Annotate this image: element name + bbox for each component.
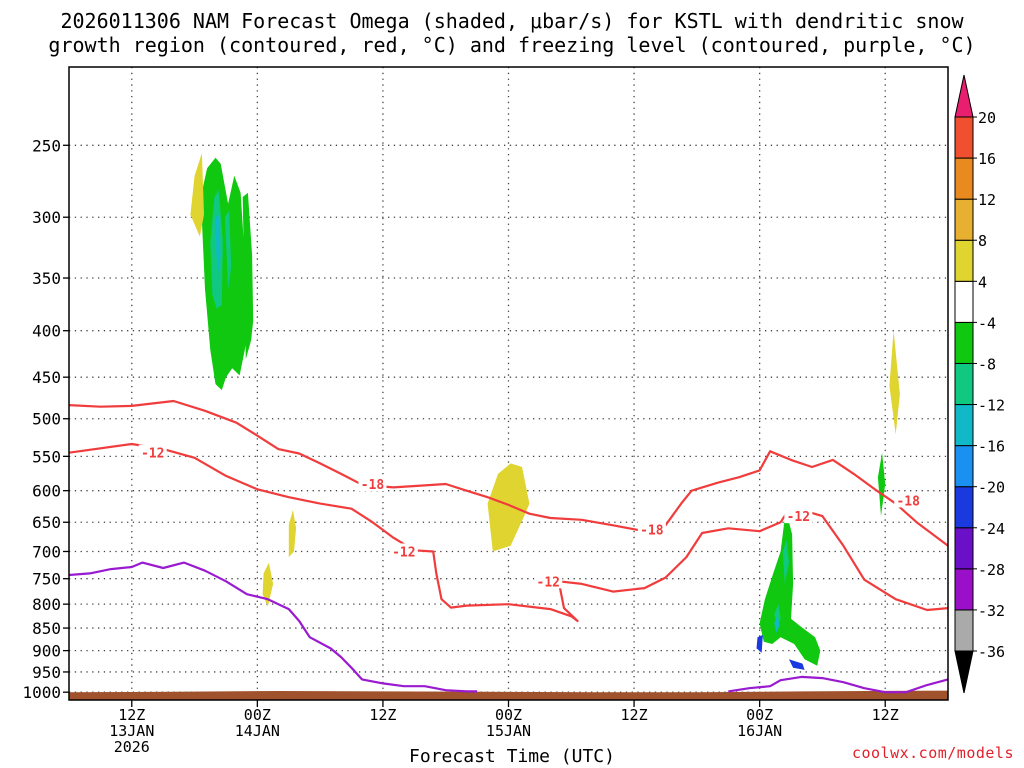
y-tick-label: 1000 (22, 683, 61, 702)
y-tick-label: 400 (32, 322, 61, 341)
x-tick-label: 12Z (872, 706, 899, 724)
y-tick-label: 750 (32, 570, 61, 589)
colorbar-label: -8 (978, 355, 996, 373)
y-tick-label: 950 (32, 663, 61, 682)
omega-area (774, 614, 780, 633)
colorbar-band (954, 527, 974, 570)
y-tick-label: 600 (32, 482, 61, 501)
colorbar-band (954, 239, 974, 282)
x-tick-label: 00Z (495, 706, 522, 724)
colorbar-label: 4 (978, 273, 987, 291)
contour-label-bg (138, 444, 167, 460)
contour-label: -18 (640, 523, 664, 538)
contour-label-bg (389, 543, 418, 559)
contour-label-bg (894, 492, 923, 508)
omega-area (242, 192, 254, 360)
x-tick-label: 12Z (621, 706, 648, 724)
x-tick-label: 16JAN (737, 722, 782, 740)
x-tick-label: 00Z (746, 706, 773, 724)
y-tick-label: 550 (32, 447, 61, 466)
omega-area (759, 509, 821, 666)
x-tick-label: 13JAN (109, 722, 154, 740)
x-axis-label: Forecast Time (UTC) (409, 746, 615, 767)
colorbar-label: -4 (978, 314, 996, 332)
colorbar-label: 20 (978, 109, 996, 127)
contour-label-bg (358, 476, 387, 492)
omega-area (288, 509, 297, 558)
colorbar-label: -12 (978, 397, 1005, 415)
y-tick-label: 250 (32, 136, 61, 155)
omega-area (224, 210, 232, 290)
y-tick-label: 700 (32, 542, 61, 561)
omega-area (262, 562, 274, 607)
omega-area (215, 214, 221, 273)
y-tick-label: 300 (32, 208, 61, 227)
colorbar-band (954, 568, 974, 611)
colorbar-label: -16 (978, 438, 1005, 456)
omega-area (782, 540, 789, 584)
y-tick-label: 350 (32, 269, 61, 288)
colorbar-label: 16 (978, 150, 996, 168)
omega-area (877, 452, 886, 517)
contour-label: -12 (141, 447, 164, 462)
omega-area (788, 659, 805, 670)
omega-area (200, 157, 248, 391)
contour-label-bg (784, 508, 813, 524)
freezing-level-contour (68, 561, 478, 693)
colorbar-band (954, 321, 974, 364)
omega-area (774, 604, 781, 626)
omega-area (756, 635, 763, 653)
colorbar-bottom-arrow (954, 650, 974, 694)
colorbar-band (954, 445, 974, 488)
contour-label-bg (637, 521, 666, 537)
y-tick-label: 800 (32, 595, 61, 614)
freezing-level-contour (728, 675, 949, 694)
y-tick-label: 650 (32, 513, 61, 532)
contour-label: -12 (537, 575, 560, 590)
y-tick-label: 850 (32, 619, 61, 638)
chart-title-line1: 2026011306 NAM Forecast Omega (shaded, μ… (60, 9, 964, 33)
colorbar-label: -20 (978, 479, 1005, 497)
y-tick-label: 900 (32, 642, 61, 661)
colorbar-band (954, 198, 974, 241)
colorbar-label: -28 (978, 561, 1005, 579)
contour-label: -12 (787, 510, 810, 525)
x-tick-label: 15JAN (486, 722, 531, 740)
colorbar-band (954, 486, 974, 529)
x-tick-label: 2026 (114, 738, 150, 756)
colorbar-label: -24 (978, 520, 1005, 538)
colorbar-label: -32 (978, 602, 1005, 620)
x-tick-label: 12Z (118, 706, 145, 724)
credit-link[interactable]: coolwx.com/models (851, 744, 1014, 762)
contour-label: -12 (392, 545, 415, 560)
colorbar-label: 12 (978, 191, 996, 209)
y-tick-label: 500 (32, 410, 61, 429)
contour-label: -18 (896, 494, 920, 509)
contour-label-bg (534, 573, 563, 589)
x-tick-label: 00Z (244, 706, 271, 724)
chart-title-line2: growth region (contoured, red, °C) and f… (48, 33, 976, 57)
contour-label: -18 (361, 478, 385, 493)
colorbar-label: 8 (978, 232, 987, 250)
dgz-contour-minus18 (68, 399, 949, 547)
omega-area (487, 463, 530, 552)
omega-area (889, 330, 900, 435)
x-tick-label: 12Z (369, 706, 396, 724)
colorbar-band (954, 404, 974, 447)
omega-area (190, 153, 204, 237)
colorbar-band (954, 280, 974, 323)
colorbar-band (954, 609, 974, 652)
x-tick-label: 14JAN (235, 722, 280, 740)
colorbar-label: -36 (978, 643, 1005, 661)
colorbar-band (954, 362, 974, 406)
colorbar-band (954, 157, 974, 200)
ground-surface (69, 690, 948, 700)
colorbar-band (954, 116, 974, 159)
colorbar-top-arrow (954, 74, 974, 118)
y-tick-label: 450 (32, 368, 61, 387)
